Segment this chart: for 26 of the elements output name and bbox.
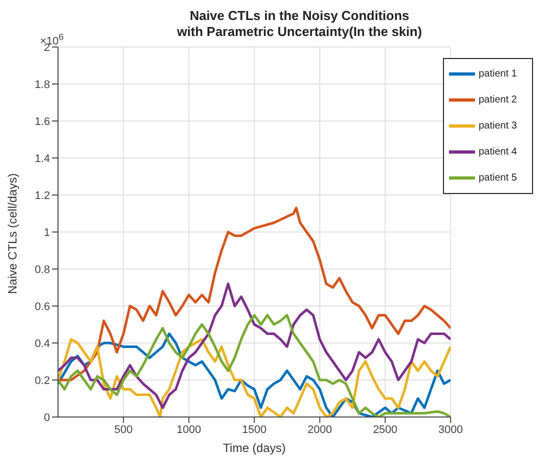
y-tick-label: 0.4: [34, 338, 50, 350]
chart-title: Naive CTLs in the Noisy Conditions with Parametric Uncertainty(In the skin): [177, 8, 422, 39]
y-axis-title: Naive CTLs (cell/days): [5, 173, 20, 294]
legend-label: patient 3: [478, 120, 517, 132]
x-tick-label: 1500: [242, 424, 267, 436]
x-tick-label: 1000: [176, 424, 202, 436]
legend-label: patient 4: [478, 146, 517, 158]
line-series: [58, 282, 451, 409]
y-tick-label: 1.6: [34, 116, 50, 128]
y-tick-label: 1.2: [34, 190, 50, 202]
y-tick-label: 0.8: [34, 264, 50, 276]
legend-label: patient 1: [478, 68, 517, 80]
x-tick-label: 2000: [308, 424, 332, 436]
x-tick-label: 2500: [372, 424, 398, 436]
y-tick-label: 1.4: [34, 152, 50, 165]
x-axis-title: Time (days): [222, 441, 286, 455]
x-tick-label: 3000: [438, 424, 463, 436]
legend-label: patient 5: [478, 172, 517, 184]
legend-label: patient 2: [478, 94, 517, 106]
y-tick-label: 0.2: [34, 374, 50, 387]
y-tick-label: 1: [44, 226, 50, 239]
y-tick-label: 1.8: [34, 78, 50, 91]
x-tick-label: 500: [114, 424, 133, 436]
y-tick-label: 0.6: [34, 300, 50, 313]
y-tick-label: 0: [44, 412, 50, 424]
line-series: [58, 206, 451, 382]
